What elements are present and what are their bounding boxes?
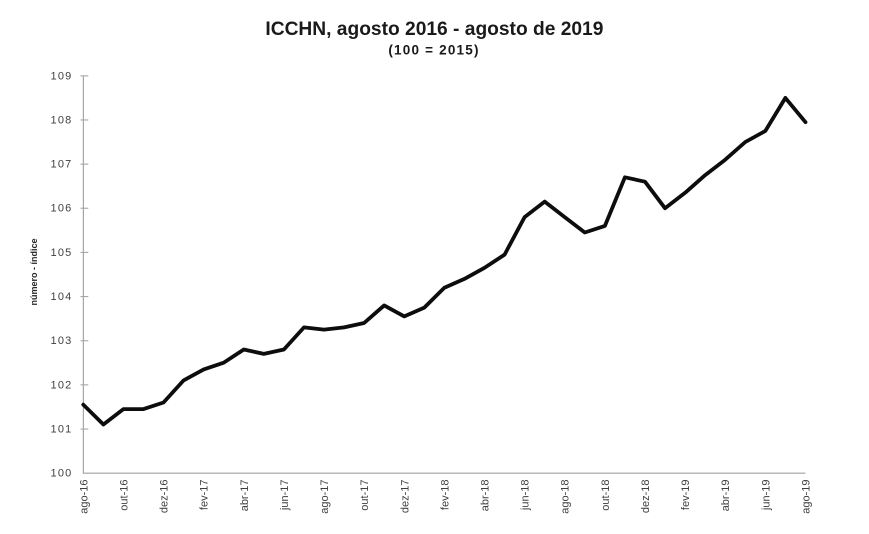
svg-text:abr-17: abr-17 <box>239 480 251 512</box>
svg-text:fev-19: fev-19 <box>680 480 692 511</box>
svg-text:104: 104 <box>51 291 73 303</box>
svg-text:ago-19: ago-19 <box>801 480 813 514</box>
svg-text:jun-18: jun-18 <box>520 480 532 512</box>
svg-text:101: 101 <box>51 424 73 436</box>
svg-text:103: 103 <box>51 335 73 347</box>
svg-text:out-18: out-18 <box>600 480 612 511</box>
svg-text:abr-18: abr-18 <box>480 480 492 512</box>
svg-text:102: 102 <box>51 379 73 391</box>
svg-text:jun-17: jun-17 <box>279 480 291 512</box>
svg-text:109: 109 <box>51 70 73 82</box>
svg-text:106: 106 <box>51 203 73 215</box>
svg-text:108: 108 <box>51 114 73 126</box>
svg-text:ICCHN, agosto 2016 - agosto de: ICCHN, agosto 2016 - agosto de 2019 <box>265 19 603 40</box>
svg-text:ago-18: ago-18 <box>560 480 572 514</box>
svg-text:fev-18: fev-18 <box>439 480 451 511</box>
svg-text:dez-18: dez-18 <box>640 480 652 514</box>
svg-text:dez-16: dez-16 <box>159 480 171 514</box>
svg-text:fev-17: fev-17 <box>199 480 211 511</box>
svg-text:(100 = 2015): (100 = 2015) <box>388 43 479 58</box>
svg-text:105: 105 <box>51 247 73 259</box>
svg-text:out-17: out-17 <box>359 480 371 511</box>
svg-text:ago-17: ago-17 <box>319 480 331 514</box>
svg-text:107: 107 <box>51 159 73 171</box>
svg-text:out-16: out-16 <box>118 480 130 511</box>
svg-text:dez-17: dez-17 <box>399 480 411 514</box>
svg-text:ago-16: ago-16 <box>78 480 90 514</box>
svg-text:jun-19: jun-19 <box>760 480 772 512</box>
svg-text:100: 100 <box>51 468 73 480</box>
svg-text:abr-19: abr-19 <box>720 480 732 512</box>
svg-text:número - índice: número - índice <box>29 238 39 305</box>
